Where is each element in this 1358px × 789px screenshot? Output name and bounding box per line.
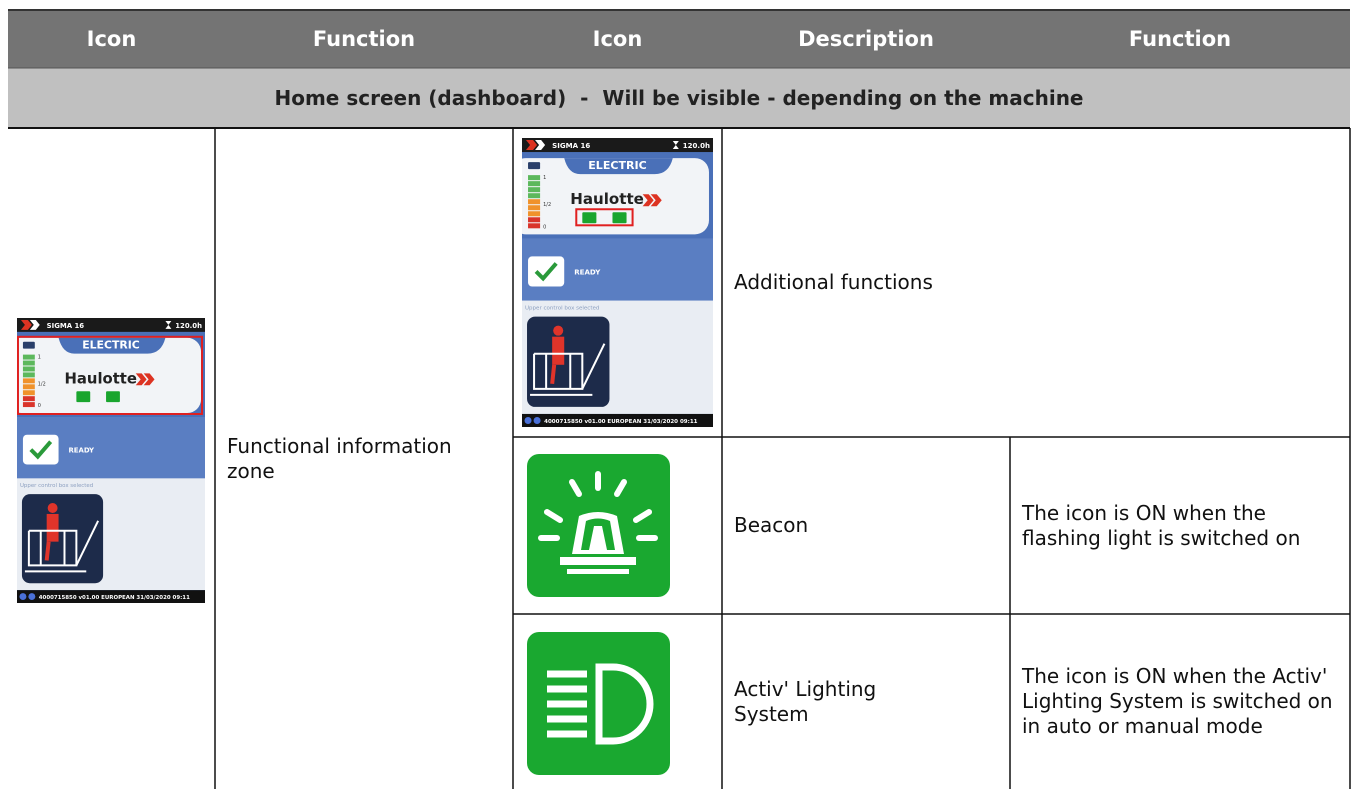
- screen-scale: 0: [543, 224, 546, 230]
- screen-mode: ELECTRIC: [588, 159, 646, 172]
- screen-message: Upper control box selected: [20, 483, 93, 489]
- function-cell: Functional information zone: [215, 128, 505, 789]
- function-cell: The icon is ON when the Activ' Lighting …: [1010, 614, 1350, 789]
- header-cell: Description: [798, 27, 934, 51]
- description-cell: Activ' Lighting System: [722, 614, 1010, 789]
- screen-model: SIGMA 16: [47, 322, 85, 330]
- cell-text: Activ' Lighting System: [734, 676, 877, 726]
- screen: SIGMA 16 120.0h ELECTRIC 1 1/2 0 Haulott…: [7, 318, 205, 603]
- description-cell: Beacon: [722, 437, 1010, 614]
- screen-scale: 0: [38, 403, 41, 409]
- screen-scale: 1/2: [543, 202, 551, 208]
- screen-brand: Haulotte: [64, 370, 136, 387]
- beacon-icon: [527, 454, 670, 597]
- highlight: [17, 335, 204, 415]
- cell-text: Functional information zone: [227, 433, 452, 483]
- screen-model: SIGMA 16: [552, 141, 590, 150]
- header-row: [8, 10, 1350, 68]
- header-cell: Icon: [592, 27, 643, 51]
- function-cell: The icon is ON when the flashing light i…: [1010, 437, 1350, 614]
- screen-status: READY: [68, 447, 95, 455]
- screenshot: SIGMA 16 120.0h ELECTRIC 1 1/2 0 Haulott…: [511, 138, 713, 427]
- screen: SIGMA 16 120.0h ELECTRIC 1 1/2 0 Haulott…: [511, 138, 713, 427]
- screen-scale: 1: [543, 175, 546, 181]
- screen-hours: 120.0h: [683, 141, 710, 150]
- highlight: [575, 208, 634, 227]
- screen-footer: 4000715850 v01.00 EUROPEAN 31/03/2020 09…: [544, 419, 698, 425]
- screenshot: SIGMA 16 120.0h ELECTRIC 1 1/2 0 Haulott…: [7, 318, 205, 603]
- header-cell: Function: [1128, 27, 1232, 51]
- section-row: [8, 68, 1350, 128]
- description-cell: Additional functions: [722, 128, 1350, 437]
- screen-message: Upper control box selected: [525, 306, 599, 312]
- screen-mode: ELECTRIC: [82, 339, 140, 352]
- screen-brand: Haulotte: [570, 190, 644, 208]
- screen-hours: 120.0h: [175, 322, 202, 330]
- header-cell: Icon: [86, 27, 137, 51]
- cell-text: The icon is ON when the flashing light i…: [1022, 500, 1301, 550]
- lighting-icon: [527, 632, 670, 775]
- cell-text: The icon is ON when the Activ' Lighting …: [1022, 664, 1333, 738]
- screen-scale: 1/2: [38, 381, 46, 387]
- header-cell: Function: [312, 27, 416, 51]
- screen-footer: 4000715850 v01.00 EUROPEAN 31/03/2020 09…: [39, 595, 190, 601]
- cell-text: Beacon: [734, 513, 809, 537]
- section-title: Home screen (dashboard) - Will be visibl…: [274, 86, 1084, 110]
- cell-text: Additional functions: [734, 270, 933, 294]
- screen-scale: 1: [38, 355, 41, 361]
- screen-status: READY: [574, 267, 601, 276]
